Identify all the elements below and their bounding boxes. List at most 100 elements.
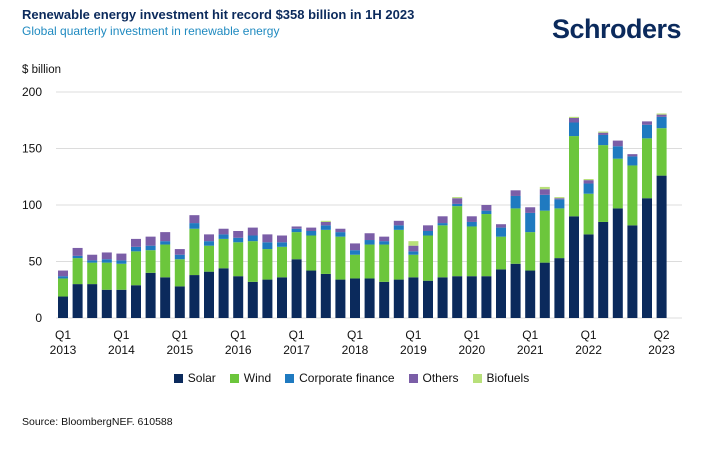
x-tick-year: 2018	[342, 343, 369, 357]
y-tick-label: 0	[35, 311, 42, 325]
legend-item-solar: Solar	[173, 371, 216, 385]
bar-others-4Q21	[569, 117, 579, 123]
bar-wind-2Q20	[481, 214, 492, 277]
source-note: Source: BloombergNEF. 610588	[22, 416, 173, 428]
bar-solar-2Q23	[656, 175, 667, 318]
bar-solar-3Q19	[437, 277, 448, 318]
bar-corporate-finance-2Q14	[131, 246, 141, 252]
bar-corporate-finance-4Q14	[160, 241, 171, 245]
bar-biofuels-4Q21	[569, 116, 579, 118]
bar-corporate-finance-3Q16	[262, 242, 273, 250]
bar-wind-3Q17	[320, 229, 331, 274]
bar-solar-2Q18	[364, 278, 375, 318]
bar-others-4Q15	[218, 228, 229, 235]
bar-corporate-finance-1Q20	[466, 221, 477, 227]
bar-corporate-finance-1Q18	[350, 250, 360, 255]
bar-wind-4Q20	[510, 208, 521, 264]
bar-corporate-finance-4Q19	[452, 203, 463, 207]
legend-item-others: Others	[408, 371, 459, 385]
bar-solar-3Q21	[554, 258, 565, 318]
bar-corporate-finance-1Q16	[233, 237, 244, 243]
bar-others-2Q22	[598, 132, 609, 135]
bar-corporate-finance-3Q15	[204, 241, 214, 246]
bar-wind-4Q18	[393, 229, 404, 280]
bar-corporate-finance-1Q23	[642, 124, 652, 139]
x-tick-year: 2014	[108, 343, 135, 357]
bar-wind-4Q16	[277, 246, 287, 278]
bar-others-1Q19	[408, 245, 419, 252]
bar-corporate-finance-3Q18	[379, 241, 390, 245]
bar-solar-1Q20	[466, 276, 477, 318]
bar-wind-3Q21	[554, 208, 565, 259]
legend-item-biofuels: Biofuels	[472, 371, 529, 385]
bar-others-4Q20	[510, 190, 521, 196]
x-tick-quarter: Q1	[522, 328, 538, 342]
bar-solar-4Q19	[452, 276, 463, 318]
legend-swatch	[229, 373, 239, 383]
bar-others-4Q14	[160, 232, 171, 242]
bar-corporate-finance-2Q15	[189, 223, 200, 229]
bar-corporate-finance-4Q15	[218, 234, 229, 239]
bar-solar-3Q14	[145, 272, 156, 318]
bar-biofuels-2Q21	[539, 186, 550, 190]
bar-corporate-finance-4Q21	[569, 122, 579, 137]
x-tick-quarter: Q1	[172, 328, 188, 342]
bar-corporate-finance-1Q13	[58, 276, 68, 279]
bar-solar-1Q15	[174, 286, 185, 318]
bar-wind-2Q15	[189, 228, 200, 276]
bar-others-4Q17	[335, 228, 346, 233]
bar-corporate-finance-2Q16	[247, 235, 258, 242]
bar-solar-2Q22	[598, 221, 609, 318]
bar-corporate-finance-1Q17	[291, 228, 302, 233]
bar-corporate-finance-4Q17	[335, 232, 346, 237]
bar-wind-1Q21	[525, 232, 536, 271]
bar-corporate-finance-4Q22	[627, 156, 638, 166]
x-tick-quarter: Q1	[405, 328, 421, 342]
legend-label: Solar	[187, 371, 216, 385]
bar-solar-3Q18	[379, 281, 390, 318]
bar-wind-2Q18	[364, 244, 375, 279]
bar-corporate-finance-4Q20	[510, 195, 521, 209]
bar-solar-1Q23	[642, 198, 652, 318]
bar-corporate-finance-2Q19	[423, 230, 433, 236]
bar-biofuels-1Q19	[408, 241, 419, 246]
bar-wind-2Q16	[247, 241, 258, 282]
bar-others-2Q17	[306, 227, 317, 231]
bar-wind-2Q17	[306, 235, 317, 271]
x-tick-year: 2023	[648, 343, 675, 357]
bar-others-2Q19	[423, 225, 433, 231]
x-tick-year: 2013	[50, 343, 77, 357]
bar-others-1Q17	[291, 226, 302, 229]
bar-solar-2Q17	[306, 270, 317, 318]
bar-wind-1Q16	[233, 242, 244, 277]
bar-solar-4Q20	[510, 263, 521, 318]
bar-solar-4Q15	[218, 268, 229, 318]
bar-others-3Q15	[204, 234, 214, 242]
bar-wind-4Q14	[160, 244, 171, 278]
bar-others-3Q18	[379, 236, 390, 242]
bar-wind-1Q13	[58, 278, 68, 297]
bar-biofuels-1Q22	[583, 179, 594, 181]
bar-solar-3Q15	[204, 271, 214, 318]
bar-corporate-finance-3Q19	[437, 223, 448, 226]
bar-others-1Q13	[58, 270, 68, 277]
bar-solar-2Q14	[131, 285, 141, 318]
bar-solar-1Q14	[116, 289, 127, 318]
bar-corporate-finance-1Q15	[174, 254, 185, 260]
bar-solar-1Q19	[408, 277, 419, 318]
bar-others-3Q16	[262, 234, 273, 243]
bar-solar-4Q16	[277, 277, 287, 318]
bar-others-2Q20	[481, 205, 492, 211]
bar-corporate-finance-2Q20	[481, 210, 492, 215]
bar-wind-3Q22	[612, 158, 623, 209]
bar-wind-2Q19	[423, 235, 433, 281]
bar-corporate-finance-3Q22	[612, 146, 623, 159]
bar-others-3Q13	[87, 254, 98, 261]
bar-biofuels-3Q17	[320, 220, 331, 222]
bar-wind-4Q22	[627, 165, 638, 226]
bar-wind-3Q16	[262, 249, 273, 280]
bar-wind-1Q14	[116, 263, 127, 290]
bar-others-1Q16	[233, 230, 244, 238]
bar-others-4Q18	[393, 220, 404, 226]
